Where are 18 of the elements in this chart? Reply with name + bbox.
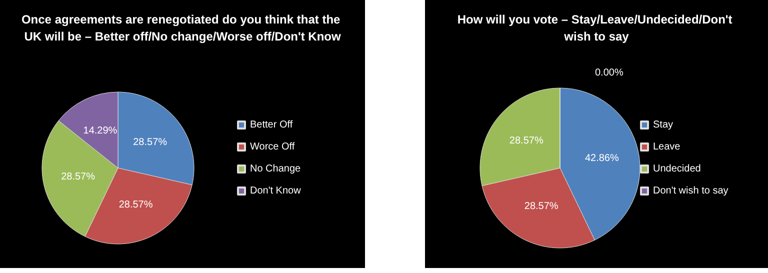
data-label: 28.57% [524,201,558,212]
legend-label: No Change [250,164,302,174]
data-label: 42.86% [584,152,619,164]
chart-title: How will you vote – Stay/Leave/Undecided/Don't wish to say [457,12,736,44]
data-label: 14.29% [83,126,118,137]
data-label: 28.57% [509,136,544,147]
legend-label: Stay [653,120,674,130]
data-label: 28.57% [61,172,96,183]
data-label: 28.57% [118,199,153,210]
legend-label: Worce Off [250,142,295,152]
text: 0.00% [595,68,624,78]
legend-label: Better Off [250,120,293,130]
legend-label: Leave [653,142,681,152]
legend-label: Don't Know [250,186,302,196]
legend-label: Undecided [653,164,701,174]
chart-title: Once agreements are renegotiated do you think that the UK will be – Better off/No change/Worse off/Don't Know [21,12,344,44]
legend-label: Don't wish to say [653,186,728,196]
data-label: 28.57% [133,136,168,148]
